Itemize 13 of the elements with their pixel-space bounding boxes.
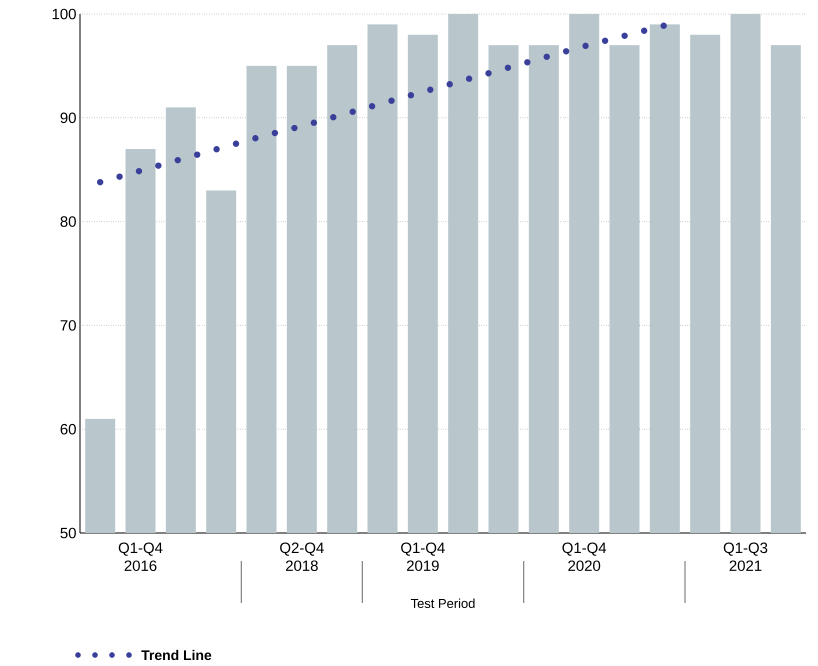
y-tick-label: 80 [60, 216, 76, 227]
y-tick-label: 70 [60, 320, 76, 331]
x-tick-label: Q1-Q4 2019 [401, 542, 445, 572]
y-tick-label: 100 [52, 8, 76, 20]
x-tick-label: Q2-Q4 2018 [280, 542, 324, 572]
x-tick-label: Q1-Q4 2016 [118, 542, 162, 572]
y-tick-label: 60 [60, 424, 76, 434]
x-tick-label: Q1-Q3 2021 [724, 542, 768, 572]
y-tick-label: 50 [60, 528, 76, 538]
y-tick-label: 90 [60, 112, 76, 124]
x-tick-label: Q1-Q4 2020 [562, 542, 606, 572]
x-axis-title: Test Period [410, 598, 475, 608]
legend-label: Trend Line [141, 650, 212, 660]
